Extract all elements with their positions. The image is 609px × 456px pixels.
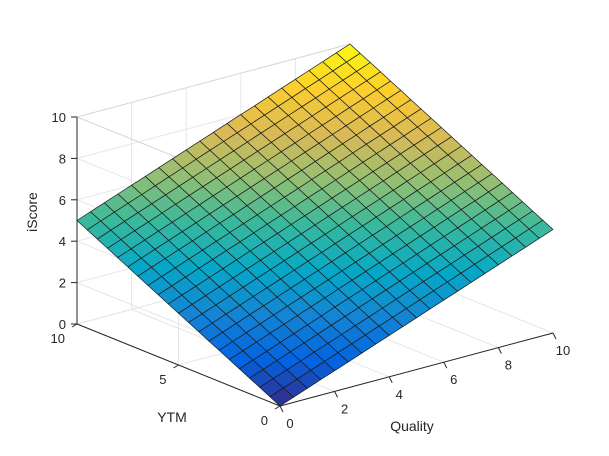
x-tick-label: 8 xyxy=(505,358,512,373)
y-tick-mark xyxy=(173,364,179,369)
y-tick-label: 5 xyxy=(159,372,166,387)
z-tick-label: 8 xyxy=(59,151,66,166)
x-tick-mark xyxy=(334,391,339,398)
x-tick-label: 2 xyxy=(341,401,348,416)
x-tick-mark xyxy=(443,361,448,369)
z-tick-label: 0 xyxy=(59,317,66,332)
axis-lines xyxy=(71,116,557,413)
x-tick-mark xyxy=(279,405,284,413)
surface-mesh xyxy=(76,43,554,407)
x-axis-line xyxy=(279,332,554,407)
x-tick-label: 6 xyxy=(450,372,457,387)
z-tick-label: 2 xyxy=(59,276,66,291)
box-edge xyxy=(76,43,351,118)
x-tick-label: 4 xyxy=(396,387,403,402)
x-tick-mark xyxy=(552,332,557,340)
x-tick-label: 0 xyxy=(286,416,293,431)
x-tick-mark xyxy=(497,347,502,354)
x-tick-mark xyxy=(388,376,393,384)
z-tick-label: 4 xyxy=(59,234,66,249)
x-tick-label: 10 xyxy=(556,343,570,358)
surface-cell xyxy=(528,219,554,239)
y-tick-label: 10 xyxy=(51,331,65,346)
z-tick-label: 6 xyxy=(59,193,66,208)
y-tick-mark xyxy=(274,405,281,410)
z-axis-label: iScore xyxy=(24,192,40,232)
y-axis-label: YTM xyxy=(157,409,187,425)
y-tick-label: 0 xyxy=(261,413,268,428)
x-axis-label: Quality xyxy=(390,418,434,434)
z-tick-label: 10 xyxy=(52,110,66,125)
